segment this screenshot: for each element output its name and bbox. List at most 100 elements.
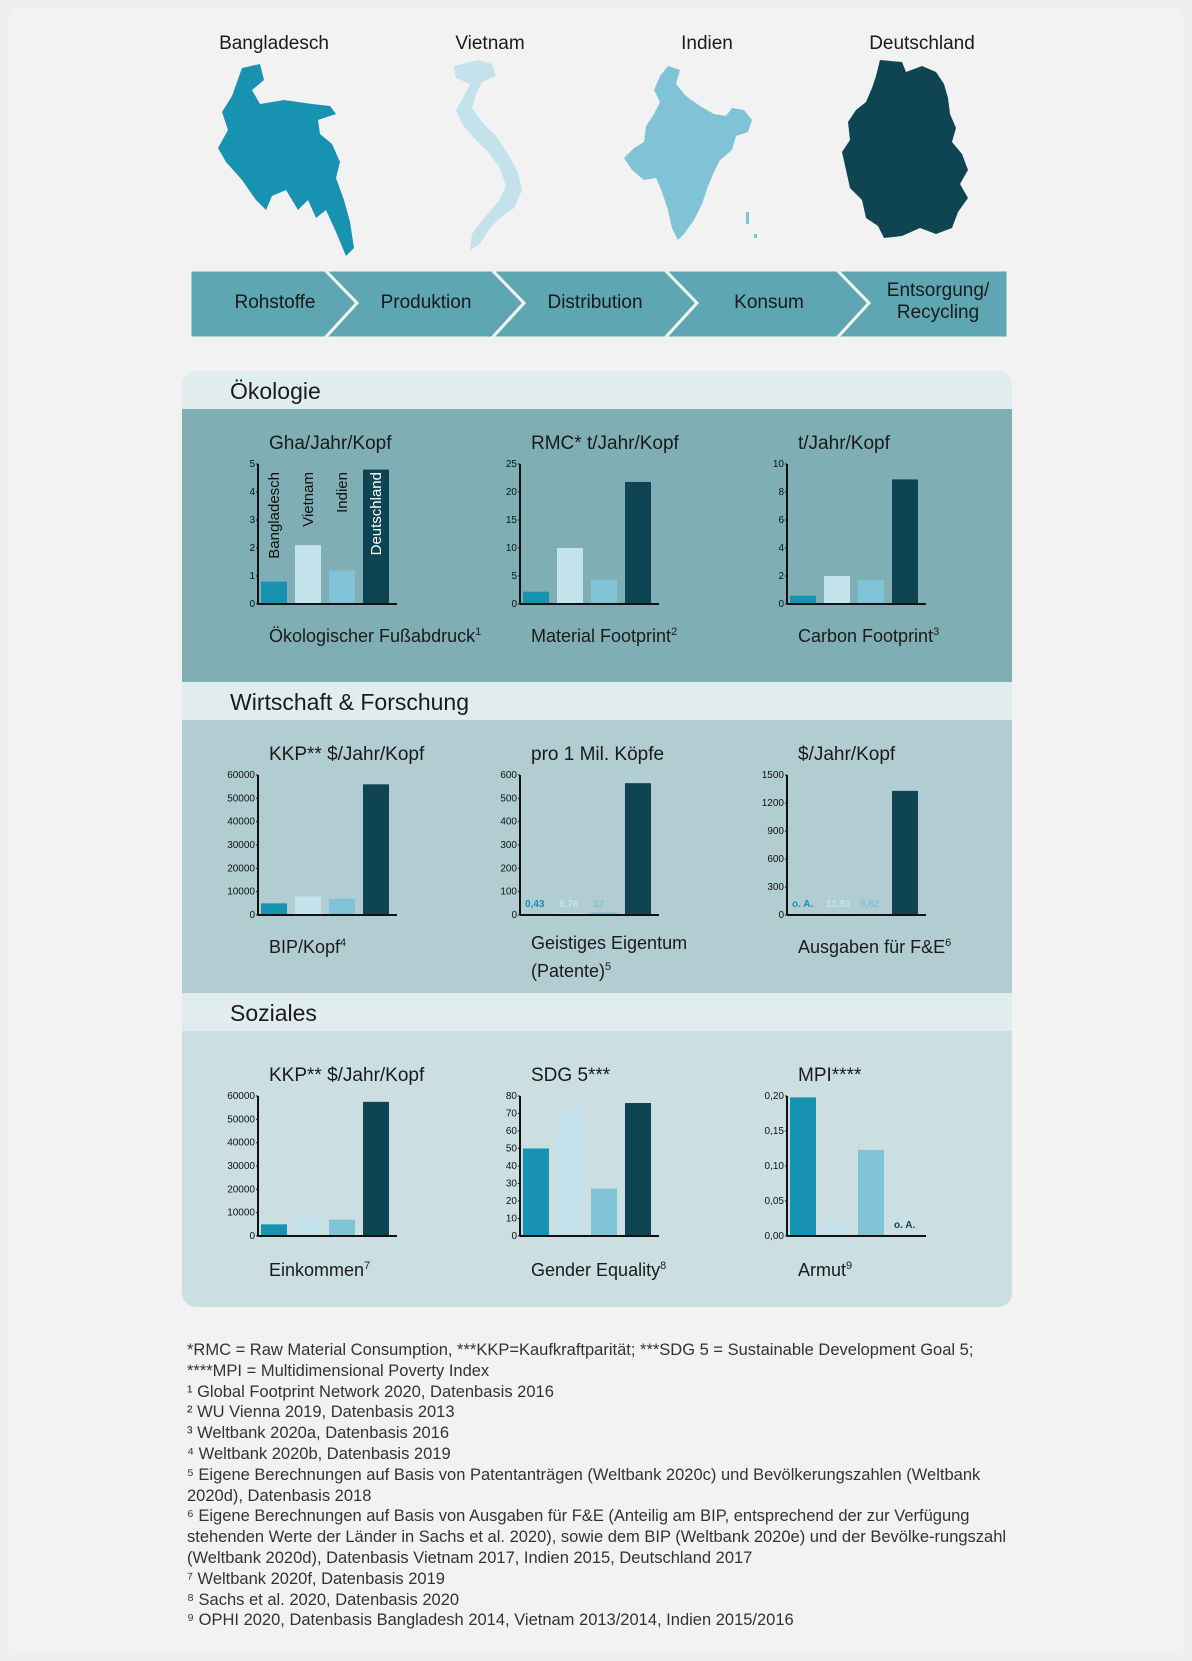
tick-label: 100 [500, 887, 517, 898]
value-label: 9,62 [860, 899, 880, 910]
section-title-oekologie: Ökologie [230, 378, 321, 404]
chart-patente: 0 100 200 300 400 500 600 0,43 6,76 12 [500, 770, 659, 921]
bar-bangladesch [261, 581, 287, 604]
country-label-bangladesch: Bangladesch [219, 33, 329, 54]
tick-label: 300 [500, 840, 517, 851]
bar-vietnam [824, 576, 850, 604]
tick-label: 500 [500, 793, 517, 804]
country-label-indien: Indien [681, 33, 733, 54]
tick-label: 2 [249, 543, 255, 554]
bar-bangladesch [523, 591, 549, 604]
chart-caption: Gender Equality8 [531, 1260, 667, 1280]
tick-label: 1500 [762, 770, 785, 781]
tick-label: 10 [773, 459, 785, 470]
tick-label: 10 [506, 543, 518, 554]
bar-vietnam [557, 1108, 583, 1236]
tick-label: 0 [511, 910, 517, 921]
tick-label: 0 [511, 599, 517, 610]
footnote-7: ⁷ Weltbank 2020f, Datenbasis 2019 [187, 1569, 445, 1588]
unit-label: pro 1 Mil. Köpfe [531, 744, 665, 765]
bar-deutschland [363, 784, 389, 915]
process-step-distribution: Distribution [547, 292, 643, 313]
chart-material-footprint: 0 5 10 15 20 25 [506, 459, 659, 610]
unit-label: KKP** $/Jahr/Kopf [269, 1065, 425, 1086]
chart-caption: BIP/Kopf4 [269, 937, 347, 957]
country-label-deutschland: Deutschland [869, 33, 975, 54]
value-label: o. A. [792, 899, 814, 910]
tick-label: 0 [778, 910, 784, 921]
bar-vietnam [295, 545, 321, 604]
deutschland-map [842, 60, 968, 238]
tick-label: 20 [506, 487, 518, 498]
footnote-1: ¹ Global Footprint Network 2020, Datenba… [187, 1382, 554, 1401]
chart-einkommen: 0 10000 20000 30000 40000 50000 60000 [227, 1091, 397, 1242]
unit-label: $/Jahr/Kopf [798, 744, 896, 765]
chart-caption: Einkommen7 [269, 1260, 371, 1280]
tick-label: 40 [506, 1161, 518, 1172]
tick-label: 0,00 [765, 1231, 785, 1242]
footnote-4: ⁴ Weltbank 2020b, Datenbasis 2019 [187, 1444, 451, 1463]
bar-bangladesch [261, 1224, 287, 1236]
chart-oekologischer-fussabdruck: 0 1 2 3 4 5 Bangladesch Vietnam Indien Deutschlan… [249, 459, 397, 610]
vietnam-map [454, 60, 522, 250]
unit-label: t/Jahr/Kopf [798, 433, 890, 454]
chart-caption: Carbon Footprint3 [798, 626, 940, 646]
unit-label: RMC* t/Jahr/Kopf [531, 433, 679, 454]
tick-label: 50000 [227, 793, 255, 804]
tick-label: 20000 [227, 1184, 255, 1195]
bar-vietnam [557, 548, 583, 604]
category-label: Vietnam [300, 472, 317, 527]
tick-label: 2 [778, 571, 784, 582]
chart-gender-equality: 0 10 20 30 40 50 60 70 80 [506, 1091, 659, 1242]
bar-indien [591, 579, 617, 604]
tick-label: 0 [249, 1231, 255, 1242]
footnote-marker: 5 [605, 961, 612, 973]
unit-label: MPI**** [798, 1065, 862, 1086]
value-label: o. A. [894, 1220, 916, 1231]
process-step-produktion: Produktion [380, 292, 472, 313]
tick-label: 0,05 [765, 1196, 785, 1207]
tick-label: 4 [778, 543, 784, 554]
footnote-8: ⁸ Sachs et al. 2020, Datenbasis 2020 [187, 1590, 460, 1609]
value-label: 0,43 [525, 899, 545, 910]
tick-label: 1 [249, 571, 255, 582]
bar-deutschland [892, 479, 918, 604]
tick-label: 20000 [227, 863, 255, 874]
tick-label: 50000 [227, 1114, 255, 1125]
section-title-soziales: Soziales [230, 1000, 317, 1026]
category-label: Indien [334, 472, 351, 513]
tick-label: 15 [506, 515, 518, 526]
tick-label: 25 [506, 459, 518, 470]
bar-deutschland [892, 790, 918, 915]
footnote-9: ⁹ OPHI 2020, Datenbasis Bangladesh 2014,… [187, 1611, 794, 1630]
section-title-wirtschaft: Wirtschaft & Forschung [230, 689, 470, 715]
tick-label: 20 [506, 1196, 518, 1207]
footnote-abbrev: *RMC = Raw Material Consumption, ***KKP=… [187, 1341, 974, 1380]
unit-label: Gha/Jahr/Kopf [269, 433, 392, 454]
bar-indien [591, 1188, 617, 1236]
bar-deutschland [363, 469, 389, 604]
tick-label: 400 [500, 817, 517, 828]
unit-label: KKP** $/Jahr/Kopf [269, 744, 425, 765]
chart-bip-kopf: 0 10000 20000 30000 40000 50000 60000 [227, 770, 397, 921]
tick-label: 60 [506, 1126, 518, 1137]
footnote-5: ⁵ Eigene Berechnungen auf Basis von Pate… [187, 1465, 981, 1505]
bar-bangladesch [261, 903, 287, 915]
bar-vietnam [295, 896, 321, 915]
tick-label: 0 [249, 599, 255, 610]
tick-label: 80 [506, 1091, 518, 1102]
tick-label: 40000 [227, 817, 255, 828]
footnote-2: ² WU Vienna 2019, Datenbasis 2013 [187, 1403, 455, 1422]
tick-label: 10 [506, 1214, 518, 1225]
process-step-konsum: Konsum [734, 292, 804, 313]
tick-label: 5 [249, 459, 255, 470]
tick-label: 6 [778, 515, 784, 526]
value-label: 11,83 [826, 899, 851, 910]
tick-label: 4 [249, 487, 255, 498]
tick-label: 300 [767, 882, 784, 893]
chart-caption: Geistiges Eigentum (Patente)5 [531, 933, 688, 981]
category-label: Deutschland [368, 472, 385, 555]
bar-bangladesch [523, 1148, 549, 1236]
tick-label: 0,10 [765, 1161, 785, 1172]
tick-label: 0 [511, 1231, 517, 1242]
